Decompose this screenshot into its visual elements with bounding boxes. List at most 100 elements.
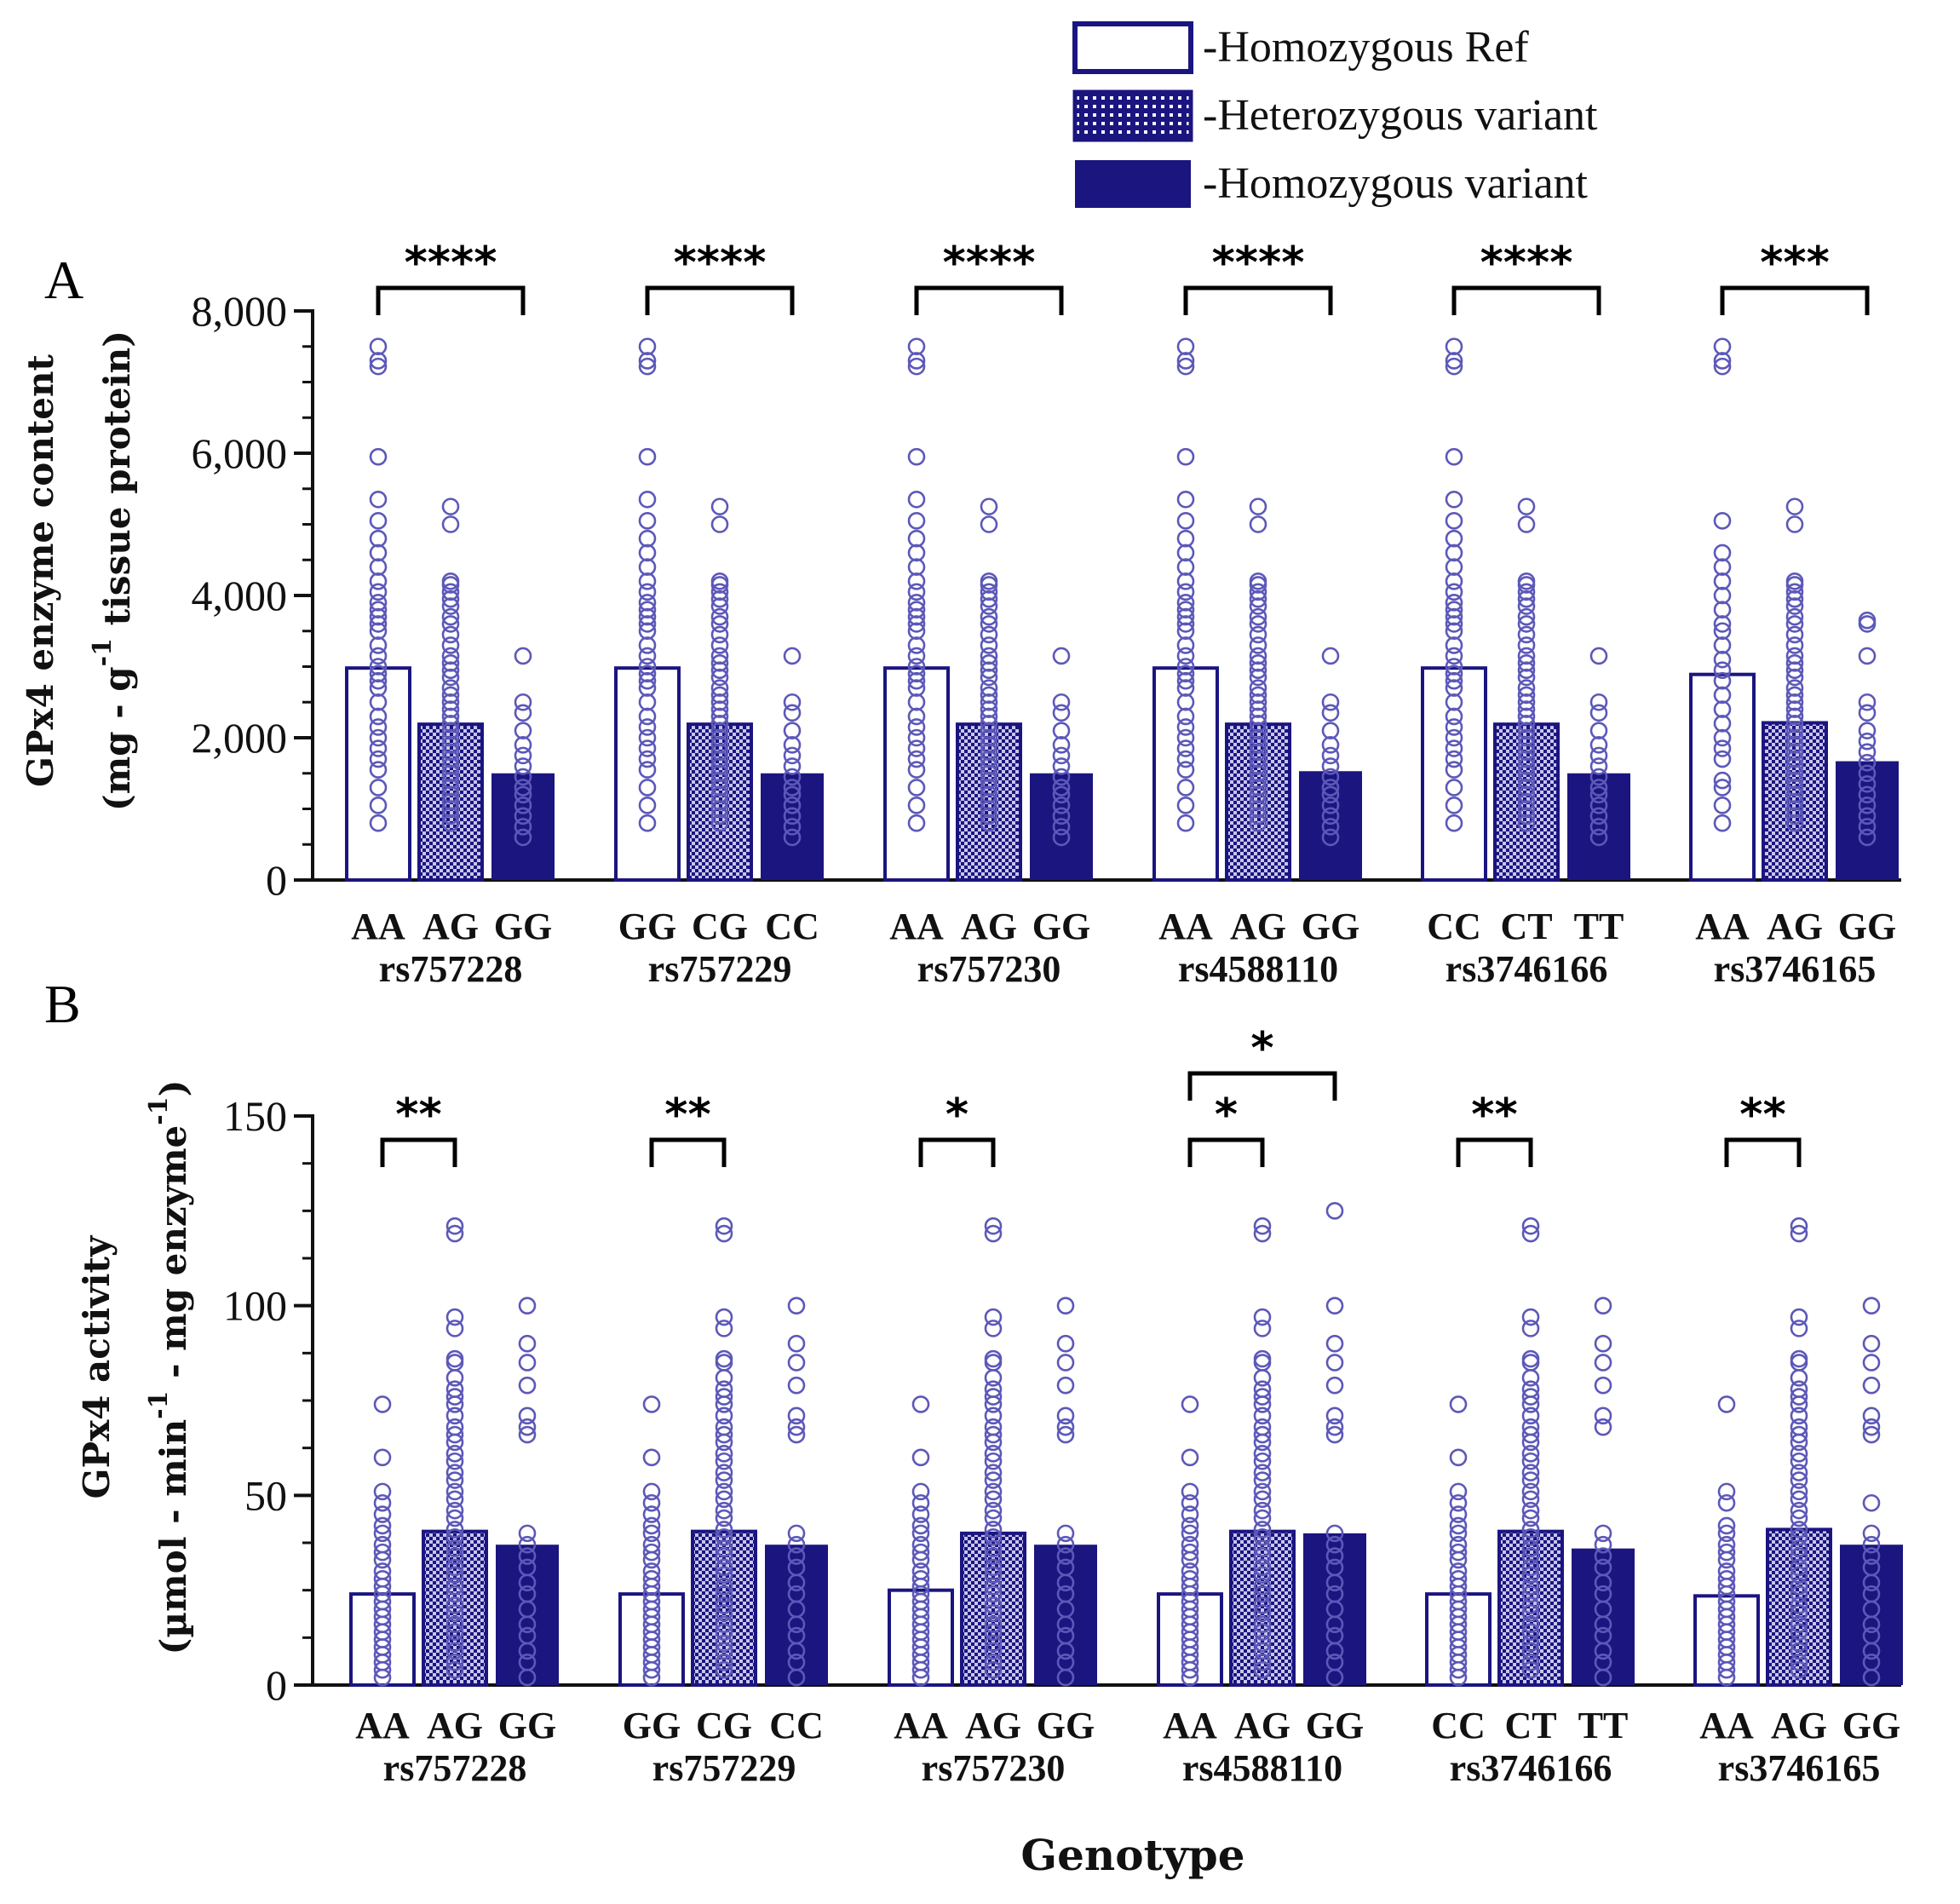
point-rs757230-AA	[907, 572, 926, 590]
point-rs757229-GG	[638, 761, 657, 779]
genotype-label: GG	[623, 1705, 681, 1746]
point-rs4588110-AG	[1249, 597, 1267, 615]
panel-b-ylabel-part: (µmol - min	[152, 1419, 194, 1655]
point-rs3746166-CT	[1517, 807, 1536, 825]
panel-b-ytick-label: 100	[223, 1282, 287, 1330]
panel-a-ytick-label: 4,000	[192, 572, 288, 619]
point-rs757230-GG	[1052, 693, 1071, 711]
point-rs3746165-GG	[1862, 1615, 1881, 1634]
point-rs757230-AG	[984, 1528, 1003, 1546]
point-rs3746166-CT	[1517, 686, 1536, 705]
significance-label: **	[1471, 1090, 1517, 1141]
point-rs3746165-GG	[1858, 828, 1877, 847]
point-rs3746166-CT	[1521, 1521, 1540, 1539]
point-rs4588110-AA	[1176, 728, 1195, 747]
point-rs757229-CG	[710, 792, 729, 811]
panel-b-ytick-label: 50	[244, 1471, 287, 1519]
significance-bracket	[914, 285, 1064, 315]
point-rs4588110-AA	[1181, 1493, 1199, 1512]
genotype-label: AG	[965, 1705, 1021, 1746]
point-rs757230-AG	[980, 722, 998, 739]
point-rs757228-AG	[445, 1482, 464, 1501]
point-rs3746165-AG	[1785, 515, 1804, 533]
point-rs757230-AG	[980, 814, 998, 832]
point-rs757229-CC	[783, 797, 802, 814]
point-rs4588110-AG	[1249, 807, 1267, 825]
genotype-label: CG	[692, 906, 748, 947]
point-rs757229-GG	[642, 1550, 661, 1569]
point-rs757228-AA	[369, 544, 388, 562]
genotype-label: GG	[1842, 1705, 1900, 1746]
point-rs4588110-AG	[1249, 607, 1267, 626]
point-rs3746165-AA	[1713, 352, 1732, 370]
point-rs757230-GG	[1056, 1668, 1075, 1687]
point-rs757229-CG	[710, 636, 729, 654]
point-rs4588110-GG	[1321, 768, 1340, 786]
point-rs757229-CC	[783, 704, 802, 722]
bar-rs3746166-CC	[1421, 666, 1487, 882]
point-rs757228-AG	[445, 1585, 464, 1603]
point-rs757228-GG	[518, 1642, 537, 1660]
point-rs757229-CC	[783, 807, 802, 825]
bar-rs757230-AA	[883, 666, 950, 882]
panel-a-ylabel-part: tissue protein)	[96, 331, 138, 638]
point-rs4588110-GG	[1325, 1615, 1344, 1634]
point-rs757228-AA	[369, 814, 388, 832]
point-rs757230-AG	[984, 1490, 1003, 1509]
point-rs757230-AG	[984, 1308, 1003, 1326]
point-rs757230-AA	[911, 1543, 930, 1562]
genotype-label: CC	[765, 906, 819, 947]
point-rs757228-AG	[445, 1501, 464, 1520]
point-rs4588110-AA	[1176, 583, 1195, 601]
point-rs757228-GG	[518, 1668, 537, 1687]
bar-rs3746165-GG	[1840, 1544, 1903, 1685]
point-rs757230-GG	[1052, 647, 1071, 665]
point-rs757229-GG	[642, 1493, 661, 1512]
point-rs3746165-AG	[1790, 1509, 1808, 1527]
point-rs4588110-GG	[1325, 1334, 1344, 1353]
point-rs4588110-AA	[1181, 1482, 1199, 1501]
point-rs4588110-AG	[1253, 1604, 1272, 1622]
genotype-label: GG	[498, 1705, 556, 1746]
point-rs4588110-AG	[1253, 1433, 1272, 1452]
point-rs757230-AA	[911, 1505, 930, 1523]
panel-a-ylabel: GPx4 enzyme content (mg - g-1 tissue pro…	[20, 331, 138, 811]
point-rs4588110-AA	[1176, 718, 1195, 736]
point-rs3746165-AG	[1790, 1433, 1808, 1452]
point-rs3746166-CC	[1445, 761, 1463, 779]
point-rs757229-GG	[642, 1668, 661, 1687]
point-rs757229-GG	[638, 447, 657, 466]
point-rs757229-CC	[787, 1615, 806, 1634]
snp-label: rs757228	[379, 948, 523, 990]
point-rs4588110-AA	[1176, 671, 1195, 690]
point-rs3746165-AG	[1790, 1320, 1808, 1337]
point-rs4588110-AG	[1253, 1509, 1272, 1527]
point-rs4588110-AG	[1249, 686, 1267, 705]
point-rs3746165-AG	[1790, 1623, 1808, 1641]
genotype-label: CC	[1427, 906, 1481, 947]
point-rs757230-AG	[980, 597, 998, 615]
point-rs3746166-TT	[1594, 1615, 1612, 1634]
point-rs4588110-AG	[1253, 1615, 1272, 1634]
point-rs4588110-AG	[1253, 1660, 1272, 1679]
bar-rs757228-GG	[491, 773, 555, 880]
point-rs3746166-CC	[1449, 1395, 1468, 1413]
point-rs757228-AG	[445, 1653, 464, 1671]
point-rs757229-CC	[783, 785, 802, 804]
point-rs757229-CG	[710, 661, 729, 679]
point-rs3746166-CT	[1521, 1445, 1540, 1463]
point-rs4588110-GG	[1321, 722, 1340, 739]
point-rs757228-GG	[514, 797, 532, 814]
point-rs757229-GG	[638, 707, 657, 726]
genotype-label: GG	[1306, 1705, 1364, 1746]
point-rs3746165-AG	[1785, 590, 1804, 608]
point-rs4588110-AA	[1181, 1550, 1199, 1569]
point-rs3746165-AG	[1785, 814, 1804, 832]
point-rs3746166-CT	[1521, 1653, 1540, 1671]
point-rs3746165-GG	[1862, 1406, 1881, 1425]
point-rs757228-AA	[369, 615, 388, 633]
bar-rs757230-AG	[960, 1531, 1026, 1688]
